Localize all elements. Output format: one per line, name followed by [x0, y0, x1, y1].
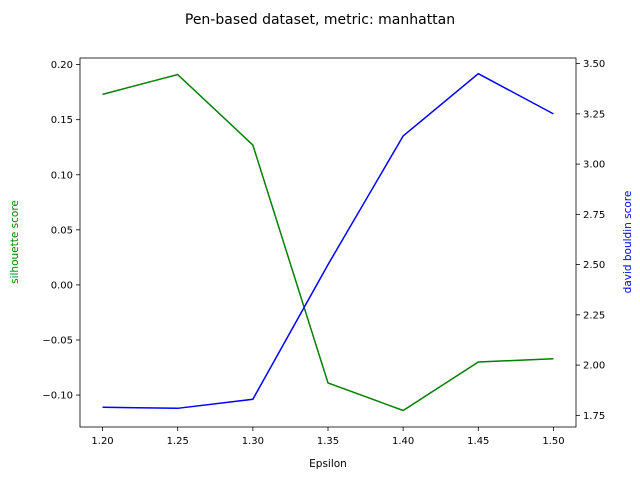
- left-y-tick-label: −0.05: [42, 335, 73, 346]
- right-y-tick-label: 2.75: [583, 210, 605, 221]
- left-y-axis: −0.10 −0.05 0.00 0.05 0.10 0.15 0.20: [42, 60, 80, 402]
- left-y-tick-label: 0.15: [51, 115, 73, 126]
- left-y-tick-label: 0.05: [51, 225, 73, 236]
- plot-area-frame: [79, 57, 577, 428]
- right-y-axis-label: david bouldin score: [622, 191, 634, 294]
- x-tick-label: 1.40: [392, 436, 414, 447]
- left-y-axis-label: silhouette score: [9, 200, 21, 284]
- x-tick-label: 1.35: [317, 436, 339, 447]
- silhouette-score-line: [102, 73, 554, 412]
- x-axis: 1.20 1.25 1.30 1.35 1.40 1.45 1.50: [91, 427, 565, 447]
- right-y-tick-label: 2.50: [583, 260, 605, 271]
- left-y-tick-label: 0.00: [51, 280, 73, 291]
- right-y-tick-label: 2.00: [583, 361, 605, 372]
- chart-title: Pen-based dataset, metric: manhattan: [185, 12, 455, 28]
- right-y-tick-label: 1.75: [583, 411, 605, 422]
- right-y-tick-label: 3.25: [583, 109, 605, 120]
- left-y-tick-label: 0.20: [51, 60, 73, 71]
- x-tick-label: 1.20: [91, 436, 113, 447]
- x-tick-label: 1.50: [542, 436, 564, 447]
- x-tick-label: 1.45: [467, 436, 489, 447]
- right-y-tick-label: 2.25: [583, 310, 605, 321]
- david-bouldin-score-line: [102, 72, 554, 410]
- x-axis-label: Epsilon: [309, 458, 347, 470]
- right-y-tick-label: 3.00: [583, 160, 605, 171]
- left-y-tick-label: −0.10: [42, 391, 73, 402]
- x-tick-label: 1.25: [167, 436, 189, 447]
- left-y-tick-label: 0.10: [51, 170, 73, 181]
- x-tick-label: 1.30: [242, 436, 264, 447]
- right-y-tick-label: 3.50: [583, 59, 605, 70]
- right-y-axis: 1.75 2.00 2.25 2.50 2.75 3.00 3.25 3.50: [576, 59, 605, 422]
